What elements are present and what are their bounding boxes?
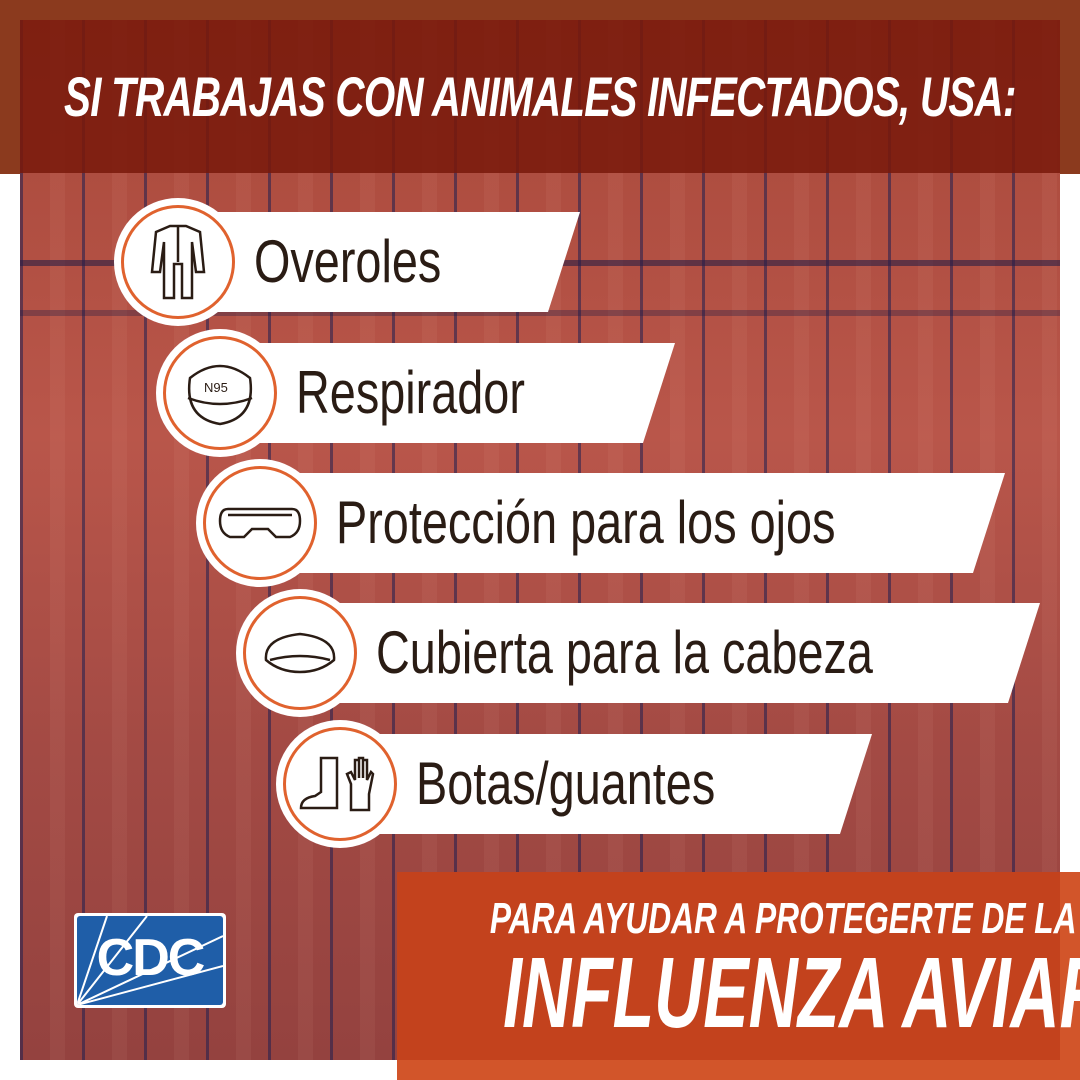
coveralls-icon: [121, 205, 235, 319]
header: SI TRABAJAS CON ANIMALES INFECTADOS, USA…: [20, 20, 1060, 173]
cdc-logo: CDC: [74, 913, 226, 1008]
boots-gloves-icon: [283, 727, 397, 841]
head-cover-icon: [243, 596, 357, 710]
n95-respirator-icon: N95: [163, 336, 277, 450]
cta-box: PARA AYUDAR A PROTEGERTE DE LA INFLUENZA…: [397, 872, 1080, 1060]
cta-line1: PARA AYUDAR A PROTEGERTE DE LA: [489, 894, 1077, 943]
svg-text:N95: N95: [204, 380, 228, 395]
cta-line2: INFLUENZA AVIAR: [503, 937, 1080, 1049]
goggles-icon: [203, 466, 317, 580]
page-title: SI TRABAJAS CON ANIMALES INFECTADOS, USA…: [64, 65, 1016, 128]
